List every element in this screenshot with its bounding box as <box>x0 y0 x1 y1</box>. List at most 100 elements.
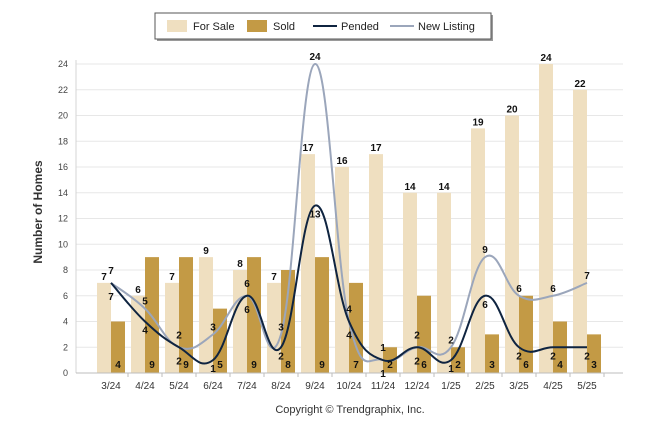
bar-for-sale <box>131 295 145 373</box>
label-new-listing: 7 <box>584 271 590 282</box>
bar-sold <box>247 257 261 373</box>
bar-for-sale <box>539 64 553 373</box>
label-new-listing: 4 <box>346 305 352 316</box>
bar-for-sale <box>403 192 417 373</box>
bars <box>97 64 601 373</box>
x-tick-label: 4/25 <box>543 381 563 392</box>
bar-sold <box>587 334 601 373</box>
x-tick-label: 12/24 <box>404 381 429 392</box>
bar-for-sale <box>369 154 383 373</box>
label-sold: 9 <box>251 360 257 371</box>
x-tick-label: 4/24 <box>135 381 155 392</box>
label-for-sale: 7 <box>101 272 107 283</box>
bar-for-sale <box>301 154 315 373</box>
label-for-sale: 14 <box>438 182 450 193</box>
legend-swatch <box>167 20 187 32</box>
label-sold: 4 <box>557 360 563 371</box>
label-pended: 7 <box>108 292 114 303</box>
y-tick-label: 6 <box>63 291 68 301</box>
y-tick-label: 2 <box>63 342 68 352</box>
y-axis-label: Number of Homes <box>31 160 45 264</box>
bar-sold <box>417 295 431 373</box>
label-new-listing: 24 <box>309 52 321 63</box>
y-tick-label: 12 <box>58 214 68 224</box>
label-sold: 8 <box>285 360 291 371</box>
bar-for-sale <box>437 192 451 373</box>
label-pended: 4 <box>142 326 148 337</box>
label-new-listing: 3 <box>278 322 284 333</box>
legend-label: Sold <box>273 21 295 33</box>
label-pended: 6 <box>244 305 250 316</box>
x-tick-label: 5/25 <box>577 381 597 392</box>
bar-sold <box>451 347 465 373</box>
label-new-listing: 6 <box>550 284 556 295</box>
x-tick-label: 5/24 <box>169 381 189 392</box>
legend-swatch <box>247 20 267 32</box>
y-tick-label: 18 <box>58 136 68 146</box>
bar-sold <box>315 257 329 373</box>
label-for-sale: 20 <box>506 105 518 116</box>
y-tick-label: 4 <box>63 317 68 327</box>
label-new-listing: 2 <box>176 330 182 341</box>
line-pended <box>110 204 587 365</box>
label-sold: 3 <box>489 360 495 371</box>
label-for-sale: 8 <box>237 259 243 270</box>
label-new-listing: 6 <box>516 284 522 295</box>
label-sold: 5 <box>217 360 223 371</box>
legend-label: New Listing <box>418 21 475 33</box>
label-new-listing: 2 <box>414 330 420 341</box>
bar-for-sale <box>165 282 179 373</box>
bar-for-sale <box>471 128 485 373</box>
bar-sold <box>179 257 193 373</box>
label-pended: 2 <box>550 351 556 362</box>
bar-for-sale <box>573 89 587 373</box>
label-pended: 2 <box>278 351 284 362</box>
label-for-sale: 7 <box>271 272 277 283</box>
bar-for-sale <box>505 115 519 373</box>
bar-sold <box>485 334 499 373</box>
label-pended: 1 <box>448 364 454 375</box>
label-new-listing: 5 <box>142 297 148 308</box>
label-for-sale: 16 <box>336 156 348 167</box>
bar-for-sale <box>199 257 213 373</box>
label-new-listing: 1 <box>380 343 386 354</box>
y-tick-label: 20 <box>58 111 68 121</box>
label-for-sale: 17 <box>370 143 382 154</box>
label-for-sale: 24 <box>540 53 552 64</box>
label-sold: 9 <box>183 360 189 371</box>
bar-sold <box>111 321 125 373</box>
label-sold: 6 <box>421 360 427 371</box>
label-sold: 2 <box>387 360 393 371</box>
label-pended: 6 <box>482 300 488 311</box>
label-sold: 2 <box>455 360 461 371</box>
label-pended: 2 <box>584 351 590 362</box>
label-for-sale: 19 <box>472 117 484 128</box>
x-tick-label: 2/25 <box>475 381 495 392</box>
x-tick-label: 3/24 <box>101 381 121 392</box>
label-pended: 1 <box>380 369 386 380</box>
y-tick-label: 16 <box>58 162 68 172</box>
label-new-listing: 9 <box>482 245 488 256</box>
x-tick-label: 11/24 <box>371 381 396 392</box>
label-sold: 9 <box>319 360 325 371</box>
label-new-listing: 2 <box>448 335 454 346</box>
copyright-text: Copyright © Trendgraphix, Inc. <box>275 404 424 416</box>
legend-label: For Sale <box>193 21 235 33</box>
bar-sold <box>281 270 295 373</box>
x-tick-label: 6/24 <box>203 381 223 392</box>
label-for-sale: 6 <box>135 285 141 296</box>
label-pended: 2 <box>176 356 182 367</box>
x-tick-label: 8/24 <box>271 381 291 392</box>
line-new-listing <box>110 62 588 363</box>
label-sold: 4 <box>115 360 121 371</box>
label-new-listing: 6 <box>244 279 250 290</box>
x-tick-label: 10/24 <box>336 381 361 392</box>
label-sold: 6 <box>523 360 529 371</box>
y-tick-label: 8 <box>63 265 68 275</box>
x-tick-label: 1/25 <box>441 381 461 392</box>
legend-label: Pended <box>341 21 379 33</box>
x-tick-label: 9/24 <box>305 381 325 392</box>
